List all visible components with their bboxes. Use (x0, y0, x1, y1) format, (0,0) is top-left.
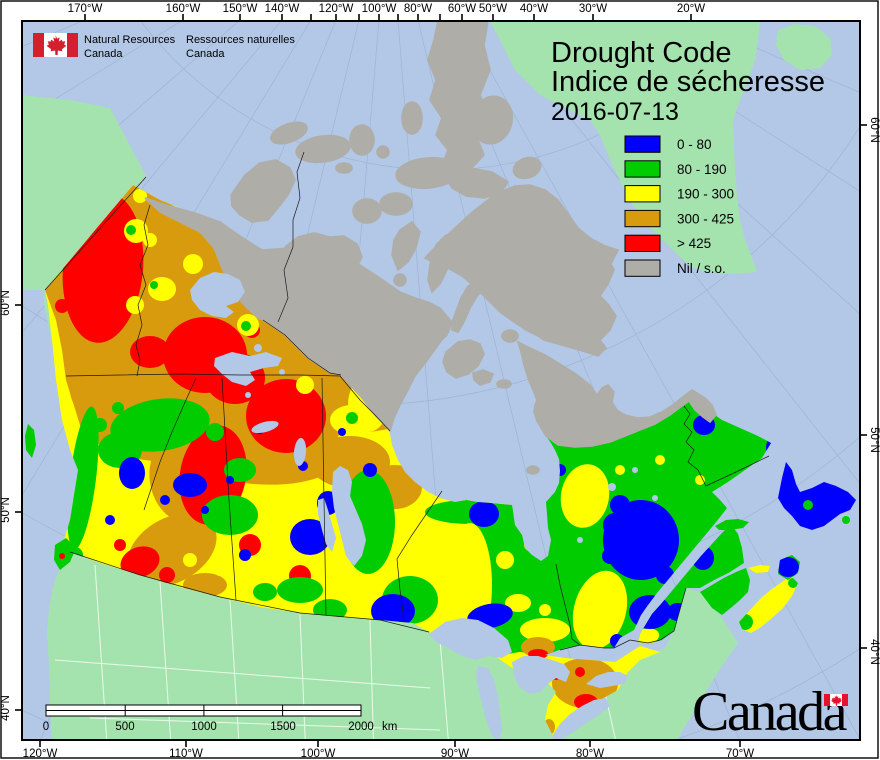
svg-text:20°W: 20°W (677, 3, 705, 15)
svg-text:40°N: 40°N (0, 695, 12, 721)
svg-text:60°N: 60°N (0, 290, 12, 316)
svg-text:1000: 1000 (191, 721, 217, 733)
svg-text:110°W: 110°W (169, 748, 203, 760)
svg-text:70°W: 70°W (726, 748, 754, 760)
svg-text:120°W: 120°W (23, 748, 58, 760)
svg-text:60°W: 60°W (448, 3, 476, 15)
svg-text:Indice de sécheresse: Indice de sécheresse (551, 66, 825, 98)
svg-text:140°W: 140°W (265, 3, 300, 15)
svg-text:100°W: 100°W (362, 3, 397, 15)
svg-text:Nil / s.o.: Nil / s.o. (677, 261, 726, 276)
svg-text:300 - 425: 300 - 425 (677, 211, 734, 226)
svg-text:40°W: 40°W (520, 3, 548, 15)
svg-text:2016-07-13: 2016-07-13 (551, 98, 679, 126)
svg-text:Canada: Canada (186, 48, 225, 60)
svg-text:100°W: 100°W (301, 748, 336, 760)
svg-text:160°W: 160°W (166, 3, 201, 15)
svg-text:2000: 2000 (348, 721, 374, 733)
svg-text:Canada: Canada (84, 48, 123, 60)
svg-text:50°N: 50°N (0, 497, 12, 523)
svg-text:km: km (382, 721, 397, 733)
svg-text:80°W: 80°W (576, 748, 604, 760)
svg-text:500: 500 (115, 721, 134, 733)
svg-text:90°W: 90°W (441, 748, 469, 760)
svg-text:Drought Code: Drought Code (551, 37, 732, 69)
svg-text:1500: 1500 (270, 721, 296, 733)
svg-text:80 - 190: 80 - 190 (677, 162, 727, 177)
svg-text:Natural Resources: Natural Resources (84, 34, 176, 46)
svg-text:Canada: Canada (692, 681, 848, 743)
svg-text:80°W: 80°W (404, 3, 432, 15)
svg-text:0 - 80: 0 - 80 (677, 137, 712, 152)
svg-text:> 425: > 425 (677, 236, 711, 251)
svg-text:60°N: 60°N (868, 117, 880, 143)
svg-text:190 - 300: 190 - 300 (677, 187, 734, 202)
svg-text:50°W: 50°W (479, 3, 507, 15)
svg-text:170°W: 170°W (68, 3, 103, 15)
svg-text:50°N: 50°N (868, 427, 880, 453)
svg-text:40°N: 40°N (868, 639, 880, 665)
svg-text:30°W: 30°W (579, 3, 607, 15)
svg-text:0: 0 (43, 721, 49, 733)
svg-text:120°W: 120°W (319, 3, 354, 15)
svg-text:150°W: 150°W (223, 3, 258, 15)
svg-text:Ressources naturelles: Ressources naturelles (186, 34, 295, 46)
